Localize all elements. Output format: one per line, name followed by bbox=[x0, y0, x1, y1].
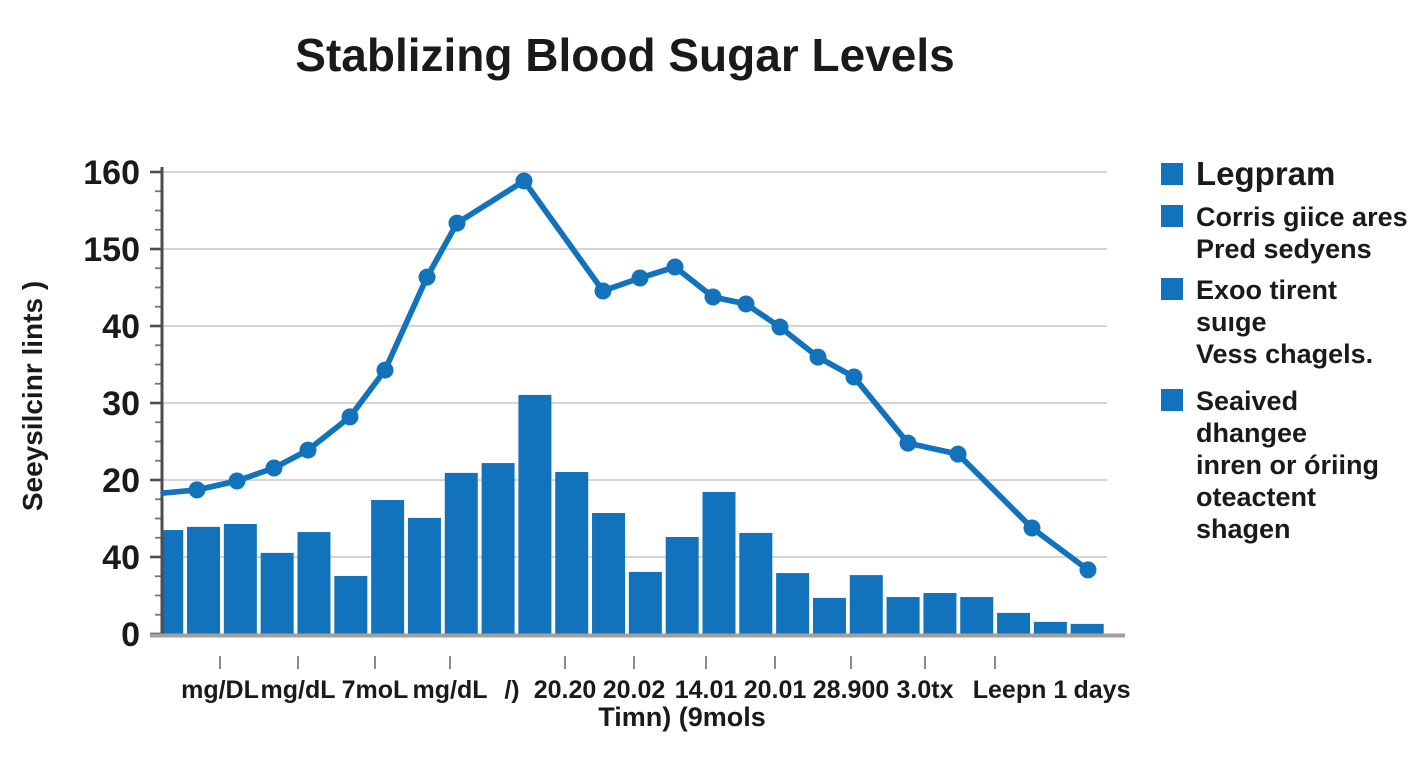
line-marker bbox=[899, 434, 917, 452]
line-marker bbox=[448, 214, 466, 232]
bar bbox=[665, 536, 699, 634]
bar bbox=[223, 523, 257, 634]
x-axis-title: Timn) (9mols bbox=[598, 702, 766, 732]
legend-item-label: Exoo tirent suıge bbox=[1196, 275, 1338, 337]
bar bbox=[849, 575, 883, 634]
y-tick-label: 160 bbox=[83, 154, 140, 192]
bar bbox=[334, 575, 368, 634]
legend-item-label: Legpram bbox=[1196, 155, 1336, 192]
x-tick-label: 3.0tx bbox=[897, 676, 954, 704]
bar bbox=[592, 513, 626, 634]
legend-item-label: Corris giice ares bbox=[1196, 202, 1408, 232]
bar bbox=[960, 597, 994, 634]
y-tick-label: 20 bbox=[102, 462, 140, 500]
y-tick-label: 30 bbox=[102, 385, 140, 423]
bar bbox=[555, 472, 589, 634]
bar bbox=[997, 612, 1031, 634]
line-marker bbox=[341, 408, 359, 426]
line-marker bbox=[737, 295, 755, 313]
legend-item-label: Vess chagels. bbox=[1196, 339, 1374, 369]
x-tick-label: mg/dL bbox=[261, 676, 336, 704]
line-marker bbox=[188, 481, 206, 499]
line-marker bbox=[515, 172, 533, 190]
line-marker bbox=[949, 445, 967, 463]
bar bbox=[518, 394, 552, 634]
chart-title: Stablizing Blood Sugar Levels bbox=[295, 29, 955, 81]
bar bbox=[776, 573, 810, 634]
x-tick-label: 7moL bbox=[342, 676, 409, 704]
y-tick-label: 150 bbox=[83, 231, 140, 269]
bar bbox=[297, 532, 331, 634]
line-marker bbox=[666, 258, 684, 276]
bar bbox=[739, 532, 773, 634]
line-marker bbox=[845, 368, 863, 386]
x-tick-label: /) bbox=[504, 676, 519, 704]
line-marker bbox=[376, 361, 394, 379]
x-tick-label: mg/DL bbox=[181, 676, 259, 704]
x-tick-label: 20.02 bbox=[603, 676, 666, 704]
x-tick-label: mg/dL bbox=[413, 676, 488, 704]
x-tick-label: 20.01 bbox=[744, 676, 807, 704]
bar bbox=[886, 597, 920, 634]
legend-item: Corris giice ares Pred sedyens bbox=[1161, 201, 1408, 265]
line-marker bbox=[299, 441, 317, 459]
x-tick-label: 14.01 bbox=[675, 676, 738, 704]
line-marker bbox=[265, 459, 283, 477]
y-tick-label: 40 bbox=[102, 539, 140, 577]
legend-swatch-icon bbox=[1161, 163, 1183, 185]
x-tick-label: 28.900 bbox=[813, 676, 889, 704]
legend-swatch-icon bbox=[1161, 389, 1183, 411]
line-marker bbox=[704, 288, 722, 306]
bar bbox=[1070, 623, 1104, 634]
x-tick-label: Leepn 1 bbox=[973, 676, 1068, 704]
legend-item: Exoo tirent suıge Vess chagels. bbox=[1161, 274, 1408, 370]
bar bbox=[371, 500, 405, 634]
legend-item-label: inren or óriing bbox=[1196, 450, 1380, 480]
line-marker bbox=[809, 348, 827, 366]
bar bbox=[628, 571, 662, 634]
bar bbox=[812, 597, 846, 634]
line-marker bbox=[771, 318, 789, 336]
line-marker bbox=[418, 268, 436, 286]
bar bbox=[407, 517, 441, 634]
bar bbox=[702, 491, 736, 634]
legend-item: Seaived dhangee inren or óriing oteactent … bbox=[1161, 385, 1408, 545]
line-marker bbox=[228, 472, 246, 490]
legend-item-label: Pred sedyens bbox=[1196, 234, 1372, 264]
line-marker bbox=[631, 269, 649, 287]
line-marker bbox=[1079, 561, 1097, 579]
legend-swatch-icon bbox=[1161, 205, 1183, 227]
legend: Legpram Corris giice ares Pred sedyens Exoo… bbox=[1161, 156, 1408, 554]
bar bbox=[1033, 621, 1067, 634]
bar bbox=[923, 592, 957, 634]
bar bbox=[444, 472, 478, 634]
y-tick-label: 40 bbox=[102, 308, 140, 346]
x-tick-label: days bbox=[1074, 676, 1131, 704]
line-marker bbox=[594, 282, 612, 300]
bar bbox=[163, 530, 184, 634]
legend-item-label: Seaived dhangee bbox=[1196, 386, 1308, 448]
bar bbox=[187, 526, 221, 634]
x-tick-label: 20.20 bbox=[534, 676, 597, 704]
bar bbox=[260, 552, 294, 634]
bar bbox=[481, 463, 515, 634]
legend-item-label: oteactent shagen bbox=[1196, 482, 1317, 544]
line-series bbox=[160, 178, 1091, 573]
y-tick-label: 0 bbox=[121, 616, 140, 654]
legend-title-row: Legpram bbox=[1161, 156, 1408, 192]
legend-swatch-icon bbox=[1161, 278, 1183, 300]
line-marker bbox=[1023, 519, 1041, 537]
